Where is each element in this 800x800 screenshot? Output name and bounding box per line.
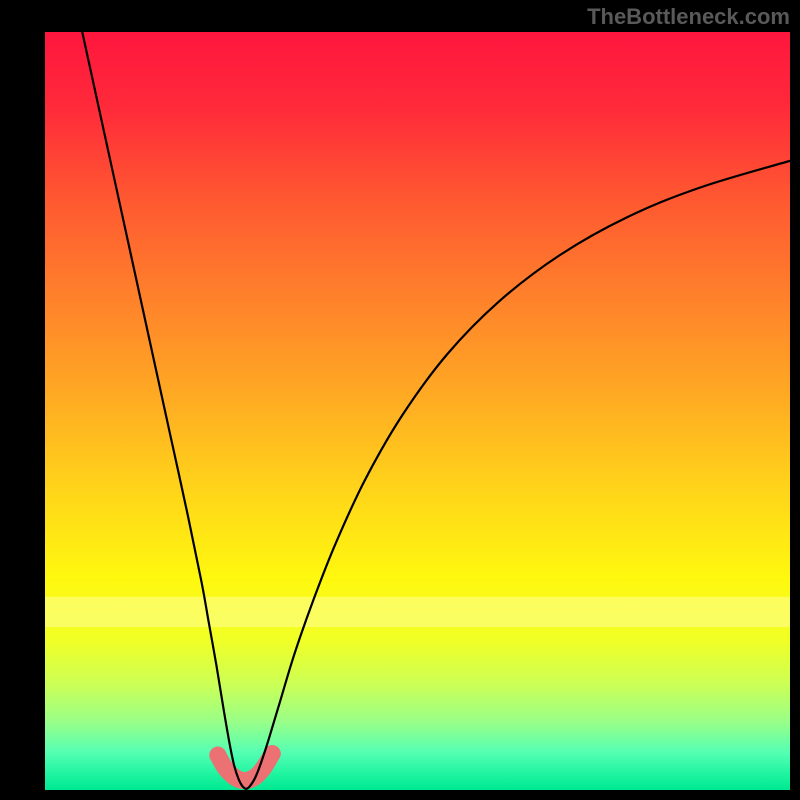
plot-area [45,32,790,790]
watermark-text: TheBottleneck.com [587,4,790,30]
highlight-band [45,597,790,627]
gradient-background [45,32,790,790]
chart-root: { "watermark": "TheBottleneck.com", "wat… [0,0,800,800]
plot-svg [45,32,790,790]
